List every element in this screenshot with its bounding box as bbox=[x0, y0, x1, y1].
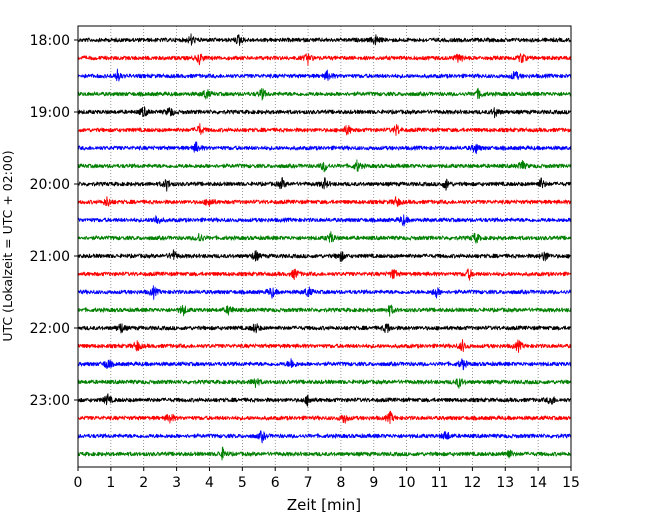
trace-line bbox=[77, 177, 572, 192]
trace-line bbox=[77, 106, 572, 119]
plot-frame bbox=[77, 25, 572, 468]
x-tick-label: 15 bbox=[562, 475, 580, 491]
trace-line bbox=[77, 159, 572, 173]
trace-line bbox=[77, 339, 572, 353]
x-axis-ticks: 0 1 2 3 4 5 6 7 8 9 10 11 12 13 14 15 bbox=[74, 467, 580, 491]
trace-series bbox=[77, 33, 572, 461]
trace-line bbox=[77, 285, 572, 300]
x-tick-label: 6 bbox=[271, 475, 280, 491]
x-tick-label: 12 bbox=[463, 475, 481, 491]
trace-line bbox=[77, 304, 572, 317]
trace-line bbox=[77, 393, 572, 407]
x-tick-label: 8 bbox=[336, 475, 345, 491]
trace-line bbox=[77, 249, 572, 262]
x-tick-label: 11 bbox=[431, 475, 449, 491]
trace-line bbox=[77, 87, 572, 101]
trace-line bbox=[77, 123, 572, 136]
y-tick-label: 19:00 bbox=[30, 105, 70, 121]
y-tick-label: 21:00 bbox=[30, 249, 70, 265]
x-tick-label: 4 bbox=[205, 475, 214, 491]
trace-line bbox=[77, 33, 572, 46]
y-tick-label: 23:00 bbox=[30, 393, 70, 409]
x-tick-label: 3 bbox=[172, 475, 181, 491]
x-tick-label: 10 bbox=[398, 475, 416, 491]
x-tick-label: 9 bbox=[369, 475, 378, 491]
y-tick-label: 18:00 bbox=[30, 33, 70, 49]
trace-line bbox=[77, 231, 572, 244]
trace-line bbox=[77, 323, 572, 334]
y-tick-label: 22:00 bbox=[30, 321, 70, 337]
x-axis-label: Zeit [min] bbox=[287, 496, 361, 514]
x-tick-label: 2 bbox=[139, 475, 148, 491]
y-axis-ticks: 18:00 19:00 20:00 21:00 22:00 23:00 bbox=[30, 33, 78, 409]
trace-line bbox=[77, 214, 572, 227]
x-tick-label: 14 bbox=[529, 475, 547, 491]
x-tick-label: 5 bbox=[238, 475, 247, 491]
x-tick-label: 13 bbox=[496, 475, 514, 491]
trace-line bbox=[77, 53, 572, 66]
trace-line bbox=[77, 410, 572, 425]
trace-line bbox=[77, 378, 572, 389]
trace-line bbox=[77, 358, 572, 371]
y-tick-label: 20:00 bbox=[30, 177, 70, 193]
trace-line bbox=[77, 268, 572, 281]
trace-line bbox=[77, 141, 572, 155]
x-tick-label: 1 bbox=[106, 475, 115, 491]
trace-line bbox=[77, 446, 572, 461]
x-tick-label: 7 bbox=[304, 475, 313, 491]
y-axis-label: UTC (Lokalzeit = UTC + 02:00) bbox=[0, 150, 15, 341]
trace-line bbox=[77, 430, 572, 444]
x-tick-label: 0 bbox=[74, 475, 83, 491]
trace-line bbox=[77, 68, 572, 82]
trace-line bbox=[77, 196, 572, 207]
